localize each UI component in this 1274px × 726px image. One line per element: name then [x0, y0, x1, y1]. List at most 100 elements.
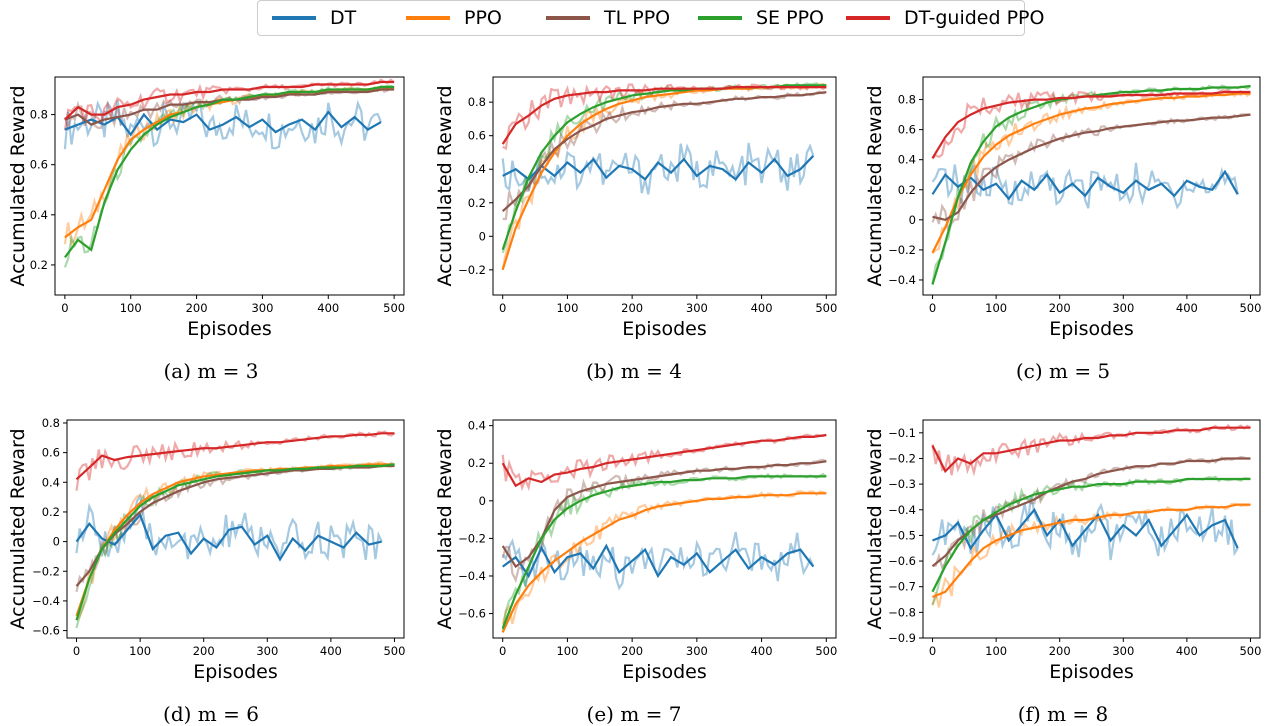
x-tick-label: 300 — [1112, 644, 1134, 658]
x-tick-label: 300 — [1112, 301, 1134, 315]
y-tick-label: −0.2 — [458, 531, 486, 545]
series-raw-dt-guided-ppo — [75, 430, 396, 491]
y-axis-label: Accumulated Reward — [864, 85, 886, 286]
series-line-tl-ppo — [501, 460, 827, 569]
plot-area — [501, 81, 827, 271]
subfigure-caption: (c) m = 5 — [1016, 359, 1110, 383]
plot-area — [63, 78, 395, 268]
legend-swatch-dt-guided-ppo — [846, 16, 890, 20]
plot-area — [931, 423, 1252, 608]
y-tick-label: −0.8 — [888, 605, 916, 619]
x-tick-label: 0 — [61, 301, 68, 315]
series-line-dt-guided-ppo — [931, 426, 1251, 474]
subfigure-caption: (e) m = 7 — [587, 702, 682, 726]
y-tick-label: −0.2 — [888, 451, 916, 465]
plot-frame — [922, 419, 1261, 639]
y-tick-label: −0.2 — [888, 243, 916, 257]
y-tick-label: −0.4 — [458, 569, 486, 583]
series-raw-dt-guided-ppo — [931, 423, 1252, 477]
y-tick-label: 0.6 — [42, 446, 60, 460]
x-tick-label: 100 — [985, 301, 1007, 315]
series-line-tl-ppo — [501, 91, 827, 213]
y-tick-label: 0.4 — [468, 419, 486, 433]
x-axis-label: Episodes — [187, 318, 272, 340]
y-tick-label: 0.4 — [468, 162, 486, 176]
x-tick-label: 500 — [815, 644, 837, 658]
y-tick-label: −0.4 — [888, 273, 916, 287]
y-tick-label: 0.8 — [898, 93, 916, 107]
plot-frame — [66, 419, 405, 639]
plot-frame — [54, 76, 405, 296]
y-axis-label: Accumulated Reward — [434, 85, 456, 286]
y-tick-label: −0.6 — [32, 624, 60, 638]
series-line-dt — [502, 543, 815, 579]
legend-swatch-se-ppo — [698, 16, 742, 20]
y-tick-label: 0.2 — [42, 505, 60, 519]
subfigure-caption: (b) m = 4 — [586, 359, 682, 383]
x-tick-label: 300 — [251, 301, 273, 315]
x-tick-label: 300 — [686, 644, 708, 658]
y-tick-label: 0.8 — [30, 108, 48, 122]
y-tick-label: 0 — [479, 494, 486, 508]
y-tick-label: −0.7 — [888, 580, 916, 594]
x-tick-label: 400 — [751, 301, 773, 315]
series-line-se-ppo — [64, 85, 395, 259]
x-tick-label: 100 — [985, 644, 1007, 658]
y-axis-label: Accumulated Reward — [864, 428, 886, 629]
series-line-dt-guided-ppo — [75, 432, 395, 481]
legend-label-dt-guided-ppo: DT-guided PPO — [904, 7, 1045, 29]
x-tick-label: 400 — [1176, 301, 1198, 315]
y-tick-label: −0.6 — [888, 554, 916, 568]
x-tick-label: 500 — [1239, 301, 1261, 315]
y-tick-label: 0.2 — [468, 456, 486, 470]
legend-label-se-ppo: SE PPO — [756, 7, 824, 29]
x-tick-label: 500 — [815, 301, 837, 315]
legend-item-tl-ppo: TL PPO — [546, 1, 670, 35]
plot-frame — [922, 76, 1261, 296]
x-tick-label: 500 — [383, 301, 405, 315]
chart-panel-3: 0 100 200 300 400 500 −0.4 −0.2 0 0.2 0.4 0.6 0.8 Epi… — [864, 76, 1261, 383]
y-tick-label: 0.6 — [898, 123, 916, 137]
y-tick-label: −0.3 — [888, 477, 916, 491]
y-tick-label: 0.6 — [30, 158, 48, 172]
series-line-ppo — [932, 503, 1251, 599]
y-tick-label: 0.4 — [42, 475, 60, 489]
y-tick-label: −0.9 — [888, 631, 916, 645]
y-tick-label: 0.6 — [468, 129, 486, 143]
y-tick-label: 0.8 — [42, 416, 60, 430]
subfigure-caption: (f) m = 8 — [1018, 702, 1109, 726]
x-tick-label: 400 — [320, 644, 342, 658]
series-line-ppo — [931, 92, 1251, 254]
y-tick-label: 0.4 — [898, 153, 916, 167]
series-line-dt-guided-ppo — [64, 80, 395, 121]
plot-area — [75, 430, 396, 629]
y-tick-label: −0.5 — [888, 528, 916, 542]
x-tick-label: 100 — [556, 644, 578, 658]
x-tick-label: 0 — [499, 644, 506, 658]
y-tick-label: 0.2 — [898, 183, 916, 197]
x-tick-label: 100 — [556, 301, 578, 315]
chart-panel-5: 0 100 200 300 400 500 −0.6 −0.4 −0.2 0 0.2 0.4 Episo… — [434, 419, 837, 726]
y-tick-label: −0.4 — [888, 503, 916, 517]
x-tick-label: 100 — [120, 301, 142, 315]
plot-area — [931, 84, 1252, 285]
chart-panel-2: 0 100 200 300 400 500 −0.2 0 0.2 0.4 0.6 0.8 Episode… — [434, 76, 837, 383]
x-tick-label: 200 — [186, 301, 208, 315]
x-axis-label: Episodes — [622, 661, 707, 683]
y-tick-label: −0.6 — [458, 607, 486, 621]
x-tick-label: 300 — [686, 301, 708, 315]
series-raw-dt — [63, 99, 383, 150]
series-line-dt — [932, 507, 1239, 551]
x-tick-label: 0 — [929, 644, 936, 658]
series-line-dt — [502, 155, 815, 181]
legend-item-se-ppo: SE PPO — [698, 1, 824, 35]
series-line-ppo — [501, 492, 827, 633]
legend-swatch-dt — [272, 16, 316, 20]
chart-panel-1: 0 100 200 300 400 500 0.2 0.4 0.6 0.8 Episodes Accu… — [7, 76, 405, 383]
x-tick-label: 400 — [751, 644, 773, 658]
plot-frame — [492, 76, 837, 296]
y-axis-label: Accumulated Reward — [7, 85, 29, 286]
x-tick-label: 200 — [1049, 644, 1071, 658]
legend-label-ppo: PPO — [464, 7, 502, 29]
plot-area — [501, 433, 827, 633]
